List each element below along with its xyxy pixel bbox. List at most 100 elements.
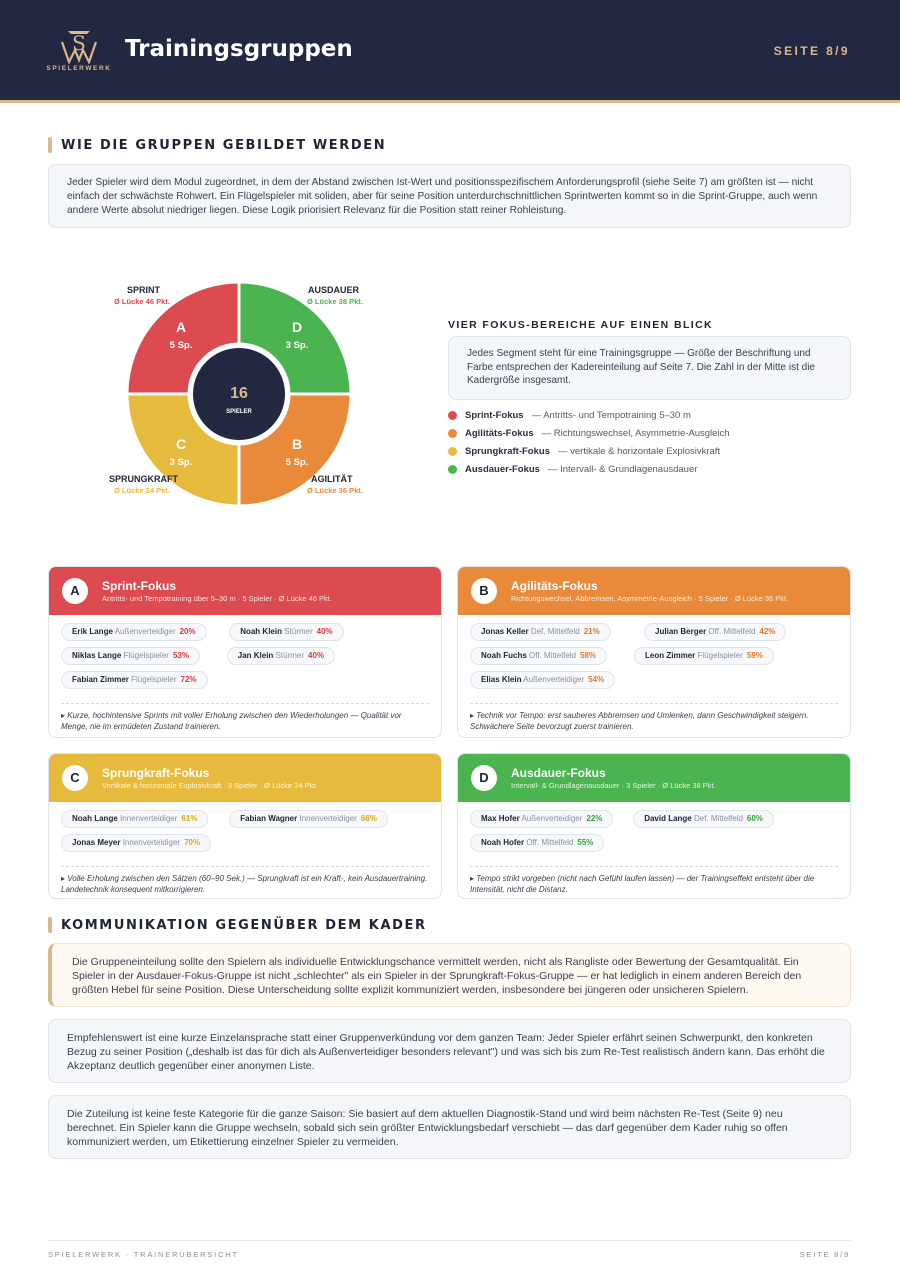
player-position: Außenverteidiger	[521, 814, 583, 823]
player-name: David Lange	[644, 814, 692, 823]
player-chip: Max Hofer Außenverteidiger 22%	[470, 810, 614, 828]
group-training-note: ▸ Volle Erholung zwischen den Sätzen (60…	[61, 874, 428, 894]
player-chip: Fabian Zimmer Flügelspieler 72%	[61, 671, 208, 689]
player-chip: Jan Klein Stürmer 40%	[226, 647, 336, 665]
segment-label-ausdauer: AUSDAUER	[308, 285, 360, 295]
player-position: Innenverteidiger	[299, 814, 357, 823]
player-chip: Jonas Meyer Innenverteidiger 70%	[61, 834, 212, 852]
player-chip: Elias Klein Außenverteidiger 54%	[470, 671, 616, 689]
legend-dot-icon	[448, 429, 457, 438]
section-title: KOMMUNIKATION GEGENÜBER DEM KADER	[61, 917, 427, 933]
group-subtitle: Vertikale & horizontale Explosivkraft · …	[102, 781, 318, 790]
player-name: Erik Lange	[72, 627, 113, 636]
player-value: 40%	[316, 627, 333, 636]
player-position: Außenverteidiger	[114, 627, 176, 636]
group-letter-badge: A	[62, 578, 88, 604]
player-chip: Niklas Lange Flügelspieler 53%	[61, 647, 200, 665]
group-subtitle: Richtungswechsel, Abbremsen, Asymmetrie-…	[511, 594, 789, 603]
player-value: 58%	[580, 651, 597, 660]
segment-gap-ausdauer: Ø Lücke 38 Pkt.	[307, 297, 363, 306]
intro-box: Jeder Spieler wird dem Modul zugeordnet,…	[48, 164, 851, 228]
player-name: Noah Fuchs	[481, 651, 527, 660]
donut-svg: A 5 Sp. D 3 Sp. B 5 Sp. C 3 Sp. 16 SPIELER	[125, 280, 353, 508]
player-value: 72%	[180, 675, 197, 684]
legend-item-desc: — Antritts- und Tempotraining 5–30 m	[531, 410, 691, 421]
player-chip: Erik Lange Außenverteidiger 20%	[61, 623, 207, 641]
segment-label-sprint: SPRINT	[127, 285, 161, 295]
page-header: S SPIELERWERK Trainingsgruppen SEITE 8/9	[0, 0, 900, 103]
group-card-header: D Ausdauer-Fokus Intervall- & Grundlagenau…	[458, 754, 850, 802]
group-card-sprint: A Sprint-Fokus Antritts- und Tempotraining…	[48, 566, 442, 738]
group-card-header: A Sprint-Fokus Antritts- und Tempotraining…	[49, 567, 441, 615]
legend-item-name: Agilitäts-Fokus	[465, 428, 534, 439]
player-name: Julian Berger	[655, 627, 707, 636]
player-name: Niklas Lange	[72, 651, 122, 660]
donut-segment-letter: B	[292, 436, 302, 452]
donut-segment-letter: A	[176, 319, 186, 335]
legend-item-name: Sprungkraft-Fokus	[465, 446, 550, 457]
player-value: 21%	[583, 627, 600, 636]
player-chip: Leon Zimmer Flügelspieler 59%	[634, 647, 774, 665]
player-name: Jan Klein	[237, 651, 274, 660]
communication-box: Empfehlenswert ist eine kurze Einzelansp…	[48, 1019, 851, 1083]
page-number: SEITE 8/9	[773, 44, 850, 58]
player-chip: Fabian Wagner Innenverteidiger 66%	[229, 810, 388, 828]
player-value: 22%	[586, 814, 603, 823]
player-value: 20%	[179, 627, 196, 636]
player-position: Off. Mittelfeld	[708, 627, 756, 636]
group-letter-badge: C	[62, 765, 88, 791]
legend-item-desc: — Richtungswechsel, Asymmetrie-Ausgleich	[541, 428, 730, 439]
group-donut-chart: A 5 Sp. D 3 Sp. B 5 Sp. C 3 Sp. 16 SPIELER SPRINT…	[100, 272, 380, 512]
player-position: Flügelspieler	[697, 651, 743, 660]
group-letter-badge: D	[471, 765, 497, 791]
section-heading-communication: KOMMUNIKATION GEGENÜBER DEM KADER	[48, 917, 427, 933]
group-card-ausdauer: D Ausdauer-Fokus Intervall- & Grundlagenau…	[457, 753, 851, 899]
legend-item-sprint: Sprint-Fokus — Antritts- und Tempotraini…	[448, 410, 691, 421]
donut-segment-count: 5 Sp.	[286, 457, 309, 468]
player-chip: Noah Klein Stürmer 40%	[229, 623, 344, 641]
communication-paragraph: Die Gruppeneinteilung sollte den Spieler…	[72, 956, 802, 996]
group-subtitle: Antritts- und Tempotraining über 5–30 m …	[102, 594, 332, 603]
player-position: Innenverteidiger	[122, 838, 181, 847]
player-chip: Noah Hofer Off. Mittelfeld 55%	[470, 834, 605, 852]
player-position: Stürmer	[275, 651, 305, 660]
group-card-agilitaet: B Agilitäts-Fokus Richtungswechsel, Abbrem…	[457, 566, 851, 738]
player-name: Max Hofer	[481, 814, 520, 823]
group-subtitle: Intervall- & Grundlagenausdauer · 3 Spie…	[511, 781, 716, 790]
player-value: 59%	[746, 651, 763, 660]
player-chip: Julian Berger Off. Mittelfeld 42%	[644, 623, 787, 641]
intro-text: Jeder Spieler wird dem Modul zugeordnet,…	[67, 177, 818, 216]
legend-title: VIER FOKUS-BEREICHE AUF EINEN BLICK	[448, 319, 714, 331]
section-accent-bar	[48, 917, 52, 933]
card-divider	[61, 703, 429, 704]
player-value: 70%	[184, 838, 201, 847]
group-name: Agilitäts-Fokus	[511, 579, 598, 593]
player-value: 54%	[588, 675, 605, 684]
player-name: Jonas Meyer	[72, 838, 121, 847]
player-value: 42%	[759, 627, 776, 636]
segment-gap-agilitaet: Ø Lücke 36 Pkt.	[307, 486, 363, 495]
donut-center-core	[193, 348, 285, 440]
player-name: Leon Zimmer	[645, 651, 696, 660]
group-name: Sprungkraft-Fokus	[102, 766, 210, 780]
player-value: 40%	[308, 651, 325, 660]
section-title: WIE DIE GRUPPEN GEBILDET WERDEN	[61, 137, 387, 153]
card-divider	[470, 703, 838, 704]
player-chip: David Lange Def. Mittelfeld 60%	[633, 810, 774, 828]
donut-segment-count: 3 Sp.	[286, 340, 309, 351]
group-card-header: C Sprungkraft-Fokus Vertikale & horizontal…	[49, 754, 441, 802]
segment-gap-sprint: Ø Lücke 46 Pkt.	[114, 297, 170, 306]
communication-paragraph: Die Zuteilung ist keine feste Kategorie …	[67, 1108, 788, 1148]
legend-item-agilitaet: Agilitäts-Fokus — Richtungswechsel, Asym…	[448, 428, 730, 439]
player-value: 66%	[360, 814, 377, 823]
player-chip: Noah Lange Innenverteidiger 61%	[61, 810, 209, 828]
legend-description-box: Jedes Segment steht für eine Trainingsgr…	[448, 336, 851, 400]
logo-wordmark: SPIELERWERK	[46, 65, 112, 72]
group-training-note: ▸ Kurze, hochintensive Sprints mit volle…	[61, 711, 402, 731]
logo-monogram-icon: S	[60, 31, 98, 65]
player-name: Elias Klein	[481, 675, 522, 684]
legend-dot-icon	[448, 411, 457, 420]
donut-center-label: SPIELER	[226, 409, 252, 415]
player-position: Innenverteidiger	[120, 814, 178, 823]
segment-label-agilitaet: AGILITÄT	[311, 474, 353, 484]
